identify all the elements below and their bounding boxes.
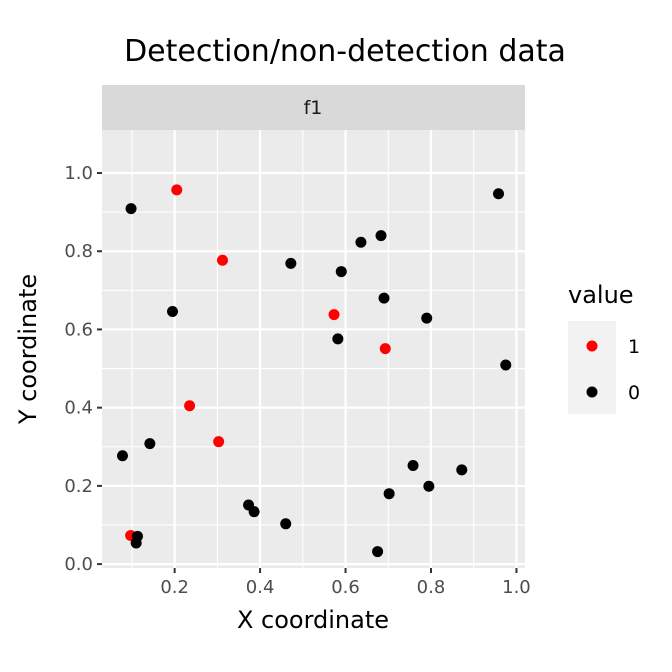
legend-label-1: 1 [628,336,640,358]
legend-key-0 [586,386,598,398]
y-tick-label: 0.4 [64,398,93,419]
data-point-0 [407,460,419,472]
data-point-1 [216,254,228,266]
data-point-0 [125,203,137,215]
data-points [117,184,512,558]
data-point-0 [372,546,384,558]
x-tick-label: 0.4 [246,577,275,598]
y-tick-label: 1.0 [64,163,93,184]
data-point-0 [383,488,395,500]
data-point-0 [378,292,390,304]
axis-ticks [97,172,518,573]
y-tick-label: 0.0 [64,554,93,575]
y-tick-label: 0.2 [64,476,93,497]
data-point-1 [328,309,340,321]
legend-entries: 10 [586,336,640,404]
data-point-0 [375,230,387,242]
x-axis-title: X coordinate [237,606,389,634]
data-point-0 [335,266,347,278]
data-point-1 [213,436,225,448]
x-tick-label: 1.0 [502,577,531,598]
data-point-0 [117,450,129,462]
facet-strip-label: f1 [304,97,323,119]
major-gridlines [102,130,525,568]
legend-label-0: 0 [628,382,640,404]
plot-panel [102,130,525,568]
data-point-0 [285,257,297,269]
facet-strip [102,85,525,130]
x-tick-label: 0.8 [417,577,446,598]
data-point-0 [248,506,260,518]
chart-title: Detection/non-detection data [124,34,566,69]
legend-key-background [568,321,616,414]
data-point-1 [171,184,183,196]
data-point-0 [493,188,505,200]
data-point-1 [379,343,391,355]
data-point-0 [167,305,178,317]
data-point-0 [355,236,367,248]
data-point-0 [456,464,468,476]
data-point-0 [280,518,292,530]
data-point-0 [423,480,435,492]
data-point-0 [130,537,142,549]
x-tick-label: 0.6 [331,577,360,598]
x-tick-label: 0.2 [160,577,189,598]
y-axis-tick-labels: 0.0 0.2 0.4 0.6 0.8 1.0 [64,163,93,575]
data-point-0 [144,438,156,450]
data-point-1 [184,400,196,412]
data-point-0 [421,312,433,324]
x-axis-tick-labels: 0.2 0.4 0.6 0.8 1.0 [160,577,530,598]
data-point-0 [332,333,344,345]
legend-title: value [568,281,634,309]
legend-key-1 [586,340,598,352]
y-tick-label: 0.8 [64,241,93,262]
y-axis-title: Y coordinate [14,274,42,425]
data-point-0 [500,359,512,371]
y-tick-label: 0.6 [64,319,93,340]
